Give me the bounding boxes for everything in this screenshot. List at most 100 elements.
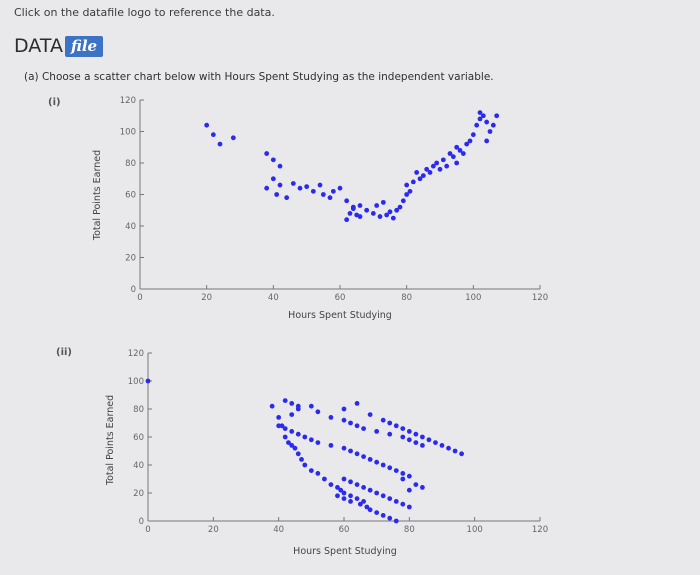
- chart-2-data-point: [420, 485, 425, 490]
- chart-2-data-point: [406, 429, 412, 434]
- chart-1-data-point: [304, 184, 310, 190]
- chart-1-data-point: [270, 157, 276, 163]
- chart-1-x-tick-label: 40: [268, 293, 279, 303]
- chart-2-data-point: [364, 504, 370, 510]
- chart-2-data-point: [459, 451, 464, 457]
- chart-2-data-point: [276, 415, 282, 420]
- chart-2-data-point: [354, 423, 360, 429]
- chart-2-data-point: [315, 409, 321, 415]
- chart-2-data-point: [348, 420, 353, 426]
- chart-1-x-tick-label: 0: [137, 293, 142, 303]
- chart-1-data-point: [390, 215, 396, 221]
- chart-1-data-point: [374, 203, 380, 208]
- chart-1-data-point: [380, 199, 386, 205]
- chart-2-data-point: [328, 482, 334, 487]
- chart-1-data-point: [337, 185, 343, 191]
- chart-2-data-point: [393, 423, 399, 429]
- chart-2-data-point: [406, 437, 412, 443]
- chart-2-data-point: [282, 426, 288, 431]
- chart-2-data-point: [295, 451, 301, 457]
- chart-1-data-point: [357, 214, 363, 219]
- chart-2-data-point: [361, 426, 366, 431]
- chart-1-x-tick-label: 60: [335, 293, 346, 303]
- chart-1-data-point: [317, 182, 323, 188]
- chart-2-data-point: [357, 501, 363, 507]
- chart-1-data-point: [277, 163, 283, 169]
- chart-1-data-point: [310, 188, 316, 194]
- chart-1-data-point: [344, 198, 350, 204]
- chart-1-data-point: [494, 113, 500, 119]
- chart-2-data-point: [367, 487, 373, 493]
- chart-2-data-point: [452, 448, 458, 454]
- chart-2-data-point: [387, 431, 393, 437]
- chart-2-data-point: [406, 504, 412, 510]
- chart-1-data-point: [364, 207, 370, 213]
- chart-2-data-point: [328, 415, 334, 420]
- chart-1-y-tick-label: 0: [131, 285, 136, 295]
- chart-2-y-tick-label: 20: [133, 489, 144, 499]
- chart-1-data-point: [420, 173, 426, 179]
- chart-1-y-tick-label: 60: [125, 191, 136, 201]
- chart-1-data-point: [464, 141, 470, 147]
- chart-1-data-point: [407, 188, 413, 194]
- chart-2-data-point: [420, 434, 425, 440]
- chart-2-data-point: [380, 462, 386, 468]
- chart-2-data-point: [387, 465, 393, 471]
- chart-2-x-tick-label: 120: [532, 525, 548, 535]
- chart-1-data-point: [470, 132, 476, 138]
- chart-2-data-point: [348, 448, 353, 454]
- chart-1-y-tick-label: 100: [120, 128, 136, 138]
- datafile-word: DATA: [14, 35, 63, 57]
- chart-2-data-point: [446, 445, 451, 451]
- chart-2-y-axis-label: Total Points Earned: [105, 395, 116, 486]
- chart-1-data-point: [350, 206, 356, 212]
- chart-2-x-tick-label: 80: [404, 525, 415, 535]
- chart-2-data-point: [374, 510, 380, 515]
- chart-2-data-point: [420, 443, 425, 448]
- chart-2-data-point: [367, 507, 373, 513]
- chart-2-data-point: [439, 443, 445, 448]
- option-i-label[interactable]: (i): [48, 97, 61, 108]
- chart-1-data-point: [487, 129, 493, 134]
- chart-1-data-point: [264, 151, 270, 156]
- datafile-logo-button[interactable]: DATA file: [14, 34, 104, 58]
- chart-2-data-point: [341, 417, 347, 423]
- chart-1-data-point: [444, 163, 450, 169]
- chart-2-x-tick-label: 100: [467, 525, 483, 535]
- chart-2-data-point: [341, 490, 347, 496]
- chart-1-data-point: [394, 207, 400, 213]
- chart-2-data-point: [292, 445, 298, 451]
- chart-2-data-point: [406, 473, 412, 479]
- datafile-badge: file: [64, 35, 104, 57]
- chart-1-data-point: [474, 122, 480, 128]
- chart-1-data-point: [454, 144, 460, 150]
- chart-1-data-point: [410, 179, 416, 185]
- chart-2-data-point: [302, 434, 308, 440]
- chart-2-data-point: [341, 496, 347, 501]
- chart-1-data-point: [347, 211, 353, 216]
- chart-2-data-point: [295, 403, 301, 409]
- chart-1-data-point: [344, 217, 350, 223]
- option-ii-label[interactable]: (ii): [56, 347, 72, 358]
- chart-1-y-tick-label: 120: [120, 96, 136, 106]
- chart-2-data-point: [322, 476, 327, 482]
- chart-2-data-point: [308, 468, 314, 473]
- chart-1-data-point: [414, 170, 420, 175]
- chart-2-data-point: [282, 434, 288, 440]
- chart-1-x-axis-label: Hours Spent Studying: [288, 310, 392, 321]
- chart-2-data-point: [400, 476, 406, 482]
- chart-1-data-point: [210, 132, 216, 138]
- chart-2-data-point: [361, 454, 366, 459]
- chart-2-data-point: [374, 429, 380, 434]
- chart-1-data-point: [440, 157, 446, 163]
- chart-1-data-point: [447, 151, 453, 156]
- chart-2-data-point: [348, 493, 353, 499]
- chart-2-data-point: [289, 412, 295, 417]
- chart-2-data-point: [400, 426, 406, 431]
- chart-2-data-point: [335, 493, 340, 499]
- chart-2-data-point: [341, 406, 347, 412]
- chart-2-x-tick-label: 20: [208, 525, 219, 535]
- chart-2-data-point: [289, 401, 295, 406]
